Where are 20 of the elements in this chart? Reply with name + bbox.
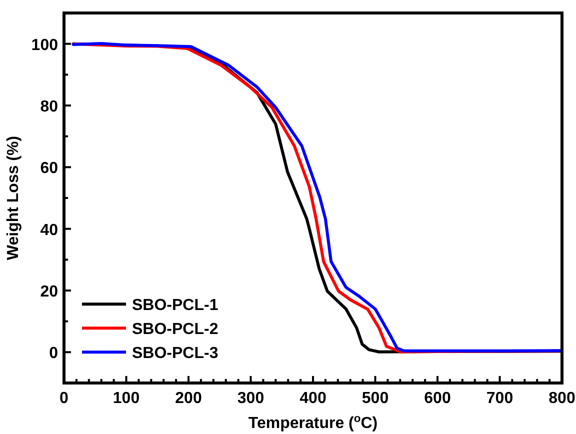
legend-label: SBO-PCL-1	[132, 297, 218, 314]
legend-label: SBO-PCL-3	[132, 345, 218, 362]
y-tick-label: 40	[40, 222, 58, 239]
legend-label: SBO-PCL-2	[132, 321, 218, 338]
x-tick-label: 500	[362, 390, 389, 407]
x-tick-label: 600	[424, 390, 451, 407]
x-tick-label: 0	[60, 390, 69, 407]
y-tick-label: 20	[40, 284, 58, 300]
y-axis-title: Weight Loss (%)	[5, 136, 22, 260]
x-tick-label: 700	[486, 390, 514, 407]
x-tick-label: 800	[548, 390, 576, 407]
x-tick-label: 100	[112, 390, 140, 407]
x-tick-label: 300	[237, 390, 264, 407]
x-tick-label: 200	[175, 390, 202, 407]
x-axis-title: Temperature ($^{o}$C)	[248, 413, 378, 432]
y-tick-label: 0	[49, 345, 58, 362]
y-tick-label: 80	[40, 98, 58, 116]
y-tick-label: 60	[40, 160, 58, 178]
x-tick-label: 400	[300, 390, 326, 407]
y-tick-label: 100	[31, 36, 58, 54]
